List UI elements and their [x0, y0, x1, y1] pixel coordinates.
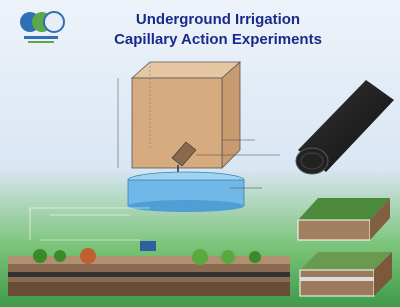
garden-box-2 [300, 252, 392, 296]
page: Underground Irrigation Capillary Action … [0, 0, 400, 307]
slide: Underground Irrigation Capillary Action … [0, 0, 400, 307]
water-tank [128, 172, 244, 212]
logo [20, 12, 64, 43]
title-line-1: Underground Irrigation [136, 11, 300, 28]
title-line-2: Capillary Action Experiments [114, 31, 322, 48]
